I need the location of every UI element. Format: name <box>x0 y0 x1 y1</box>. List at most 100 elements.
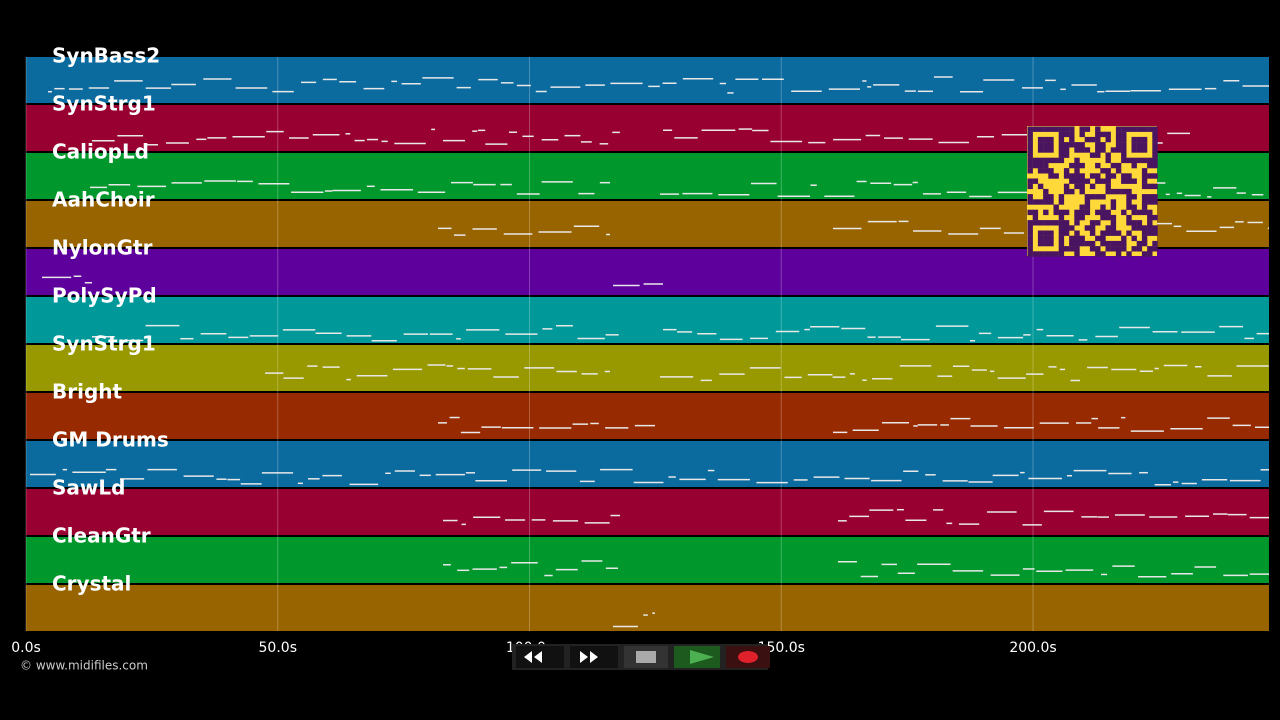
qr-module <box>1027 126 1033 132</box>
qr-module <box>1032 251 1039 257</box>
watermark: © www.midifiles.com <box>20 659 148 673</box>
play-button[interactable] <box>674 646 720 668</box>
qr-module <box>1032 220 1039 226</box>
qr-module <box>1131 157 1137 164</box>
qr-module <box>1152 230 1158 236</box>
qr-module <box>1121 157 1127 164</box>
qr-module <box>1121 147 1127 153</box>
qr-module <box>1136 147 1143 153</box>
track-labels: SynBass2 SynStrg1 CaliopLd AahChoir NylonGtr… <box>52 44 169 596</box>
qr-module <box>1027 136 1033 143</box>
qr-module <box>1037 157 1044 164</box>
qr-module <box>1058 209 1065 216</box>
qr-module <box>1027 183 1033 190</box>
qr-module <box>1032 157 1039 164</box>
qr-module <box>1136 209 1143 216</box>
qr-module <box>1063 220 1070 226</box>
qr-module <box>1131 126 1137 132</box>
qr-module <box>1053 173 1059 179</box>
qr-module <box>1105 131 1111 138</box>
qr-module <box>1126 188 1132 195</box>
qr-module <box>1063 173 1070 179</box>
qr-module <box>1084 147 1091 153</box>
track-lane <box>26 585 1269 631</box>
qr-module <box>1027 230 1033 236</box>
qr-module <box>1058 199 1065 205</box>
qr-module <box>1141 147 1148 153</box>
qr-module <box>1058 214 1065 221</box>
qr-module <box>1027 246 1033 252</box>
qr-module <box>1110 204 1117 210</box>
qr-module <box>1126 157 1132 164</box>
qr-module <box>1141 235 1148 242</box>
qr-module <box>1147 220 1153 226</box>
qr-module <box>1037 199 1044 205</box>
qr-module <box>1063 225 1070 231</box>
qr-module <box>1152 199 1158 205</box>
qr-module <box>1115 126 1122 132</box>
qr-module <box>1063 209 1070 216</box>
qr-module <box>1043 188 1049 195</box>
qr-module <box>1027 194 1033 200</box>
qr-module <box>1084 225 1091 231</box>
qr-module <box>1131 204 1137 210</box>
qr-module <box>1074 240 1080 247</box>
qr-module <box>1115 142 1122 148</box>
qr-module <box>1110 188 1117 195</box>
qr-module <box>1043 142 1049 148</box>
qr-module <box>1095 178 1101 184</box>
record-button[interactable] <box>726 646 770 668</box>
qr-module <box>1053 157 1059 164</box>
qr-module <box>1152 126 1158 132</box>
qr-module <box>1048 220 1054 226</box>
track-lane <box>26 441 1269 487</box>
qr-module <box>1095 251 1101 257</box>
qr-module <box>1141 183 1148 190</box>
qr-module <box>1048 126 1054 132</box>
qr-module <box>1095 235 1101 242</box>
qr-module <box>1043 240 1049 247</box>
qr-module <box>1152 246 1158 252</box>
qr-module <box>1053 126 1059 132</box>
qr-module <box>1110 162 1117 169</box>
qr-module <box>1089 173 1096 179</box>
qr-module <box>1110 246 1117 252</box>
track-name: NylonGtr <box>52 236 153 260</box>
qr-module <box>1043 136 1049 143</box>
qr-module <box>1074 168 1080 174</box>
qr-module <box>1147 214 1153 221</box>
qr-module <box>1048 251 1054 257</box>
qr-module <box>1063 230 1070 236</box>
qr-module <box>1147 230 1153 236</box>
qr-module <box>1100 235 1106 242</box>
stop-button[interactable] <box>624 646 668 668</box>
qr-module <box>1074 178 1080 184</box>
qr-module <box>1095 220 1101 226</box>
track-name: CleanGtr <box>52 524 151 548</box>
qr-module <box>1058 235 1065 242</box>
rewind-button[interactable] <box>516 646 564 668</box>
qr-module <box>1027 225 1033 231</box>
qr-module <box>1095 209 1101 216</box>
qr-module <box>1095 152 1101 158</box>
qr-module <box>1048 142 1054 148</box>
qr-module <box>1048 147 1054 153</box>
qr-module <box>1152 131 1158 138</box>
qr-module <box>1079 178 1085 184</box>
qr-module <box>1105 209 1111 216</box>
qr-module <box>1074 157 1080 164</box>
qr-module <box>1079 147 1085 153</box>
qr-module <box>1141 157 1148 164</box>
qr-module <box>1105 136 1111 143</box>
qr-module <box>1074 173 1080 179</box>
qr-module <box>1095 147 1101 153</box>
qr-module <box>1141 178 1148 184</box>
qr-module <box>1100 142 1106 148</box>
qr-module <box>1079 131 1085 138</box>
qr-module <box>1063 147 1070 153</box>
qr-module <box>1115 162 1122 169</box>
qr-module <box>1037 230 1044 236</box>
qr-module <box>1048 235 1054 242</box>
forward-button[interactable] <box>570 646 618 668</box>
qr-module <box>1100 209 1106 216</box>
